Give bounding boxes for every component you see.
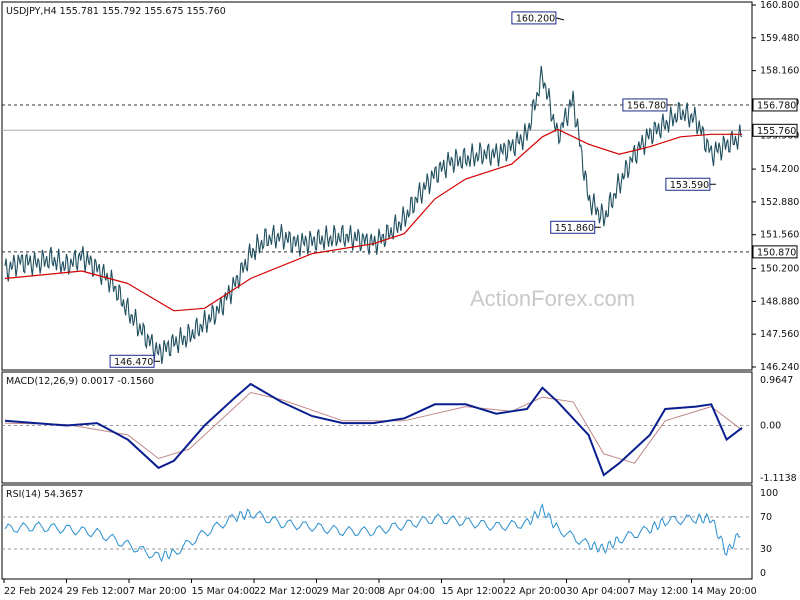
annotation-box [622,98,668,112]
price-axis-label: 152.880 [760,197,799,208]
rsi-axis-label: 70 [760,512,772,523]
x-axis-label: 7 Mar 20:00 [129,586,186,597]
x-axis-label: 29 Mar 20:00 [317,586,380,597]
level-label: 156.780 [757,100,796,111]
main-panel-frame [1,1,753,371]
x-axis-label: 22 Mar 12:00 [254,586,317,597]
annotation-box [511,11,557,25]
rsi-title: RSI(14) 54.3657 [6,489,83,500]
price-axis-label: 154.200 [760,164,799,175]
price-axis-label: 159.480 [760,33,799,44]
annotation-box [665,177,711,191]
macd-signal-line [4,391,743,464]
current-price-label: 155.760 [757,126,796,137]
price-axis-label: 158.160 [760,66,799,77]
current-price-box [752,123,798,137]
level-label: 150.870 [757,247,796,258]
rsi-axis-label: 100 [760,488,778,499]
price-axis-label: 160.800 [760,0,799,11]
x-axis-label: 30 Apr 04:00 [567,586,629,597]
x-axis-label: 14 May 20:00 [692,586,757,597]
axis-layer: 160.800159.480158.160156.880155.560154.2… [3,0,799,597]
annotation-box [109,354,155,368]
rsi-line [4,503,741,563]
price-axis-label: 148.880 [760,296,799,307]
annotation-leader [555,17,565,21]
level-label-box [752,245,798,259]
x-axis-label: 8 Apr 04:00 [379,586,435,597]
macd-axis-label: 0.00 [760,420,781,431]
macd-panel-frame [1,371,753,484]
annotation-label: 153.590 [670,180,709,191]
main-title: USDJPY,H4 155.781 155.792 155.675 155.76… [6,6,226,17]
x-axis-label: 22 Apr 20:00 [504,586,566,597]
macd-axis-label: 0.9647 [760,375,793,386]
price-series-line [4,65,743,365]
rsi-axis-label: 0 [760,568,766,579]
x-axis-label: 29 Feb 12:00 [67,586,129,597]
macd-line [4,382,743,477]
x-axis-label: 15 Apr 12:00 [442,586,504,597]
price-axis-label: 150.200 [760,264,799,275]
rsi-layer [2,503,752,563]
price-axis-label: 151.560 [760,230,799,241]
macd-layer [2,382,752,477]
rsi-axis-label: 30 [760,544,772,555]
annotation-label: 156.780 [627,100,666,111]
rsi-panel-frame [1,484,753,580]
x-axis-label: 15 Mar 04:00 [192,586,255,597]
moving-average-line [4,128,742,312]
x-axis-label: 22 Feb 2024 [4,586,63,597]
macd-title: MACD(12,26,9) 0.0017 -0.1560 [6,376,154,387]
annotation-label: 146.470 [114,357,153,368]
chart-watermark: ActionForex.com [470,286,635,311]
main-price-layer: 160.200 156.780 153.590 151.860 146.470 [2,11,752,368]
annotation-label: 151.860 [555,223,594,234]
annotation-box [550,220,596,234]
price-axis-label: 146.240 [760,362,799,373]
annotation-label: 160.200 [516,13,555,24]
macd-axis-label: -1.1138 [760,473,797,484]
level-label-box [752,98,798,112]
x-axis-label: 7 May 12:00 [629,586,688,597]
price-axis-label: 147.560 [760,329,799,340]
